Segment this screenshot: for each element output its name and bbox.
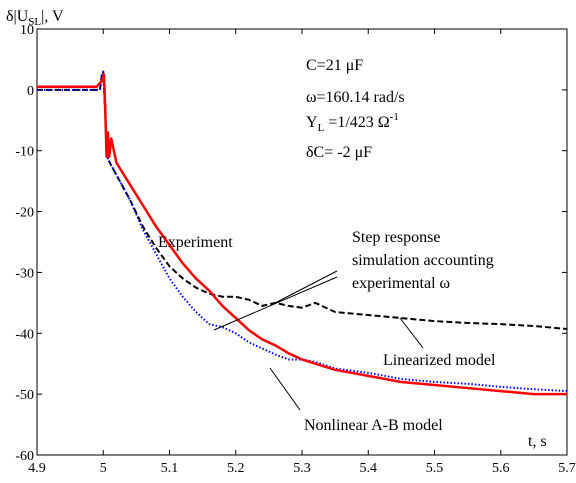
y-tick-label: -50 <box>15 388 34 403</box>
param-admittance: YL =1/423 Ω-1 <box>306 111 399 134</box>
annotation-nonlinear: Nonlinear A-B model <box>304 417 443 434</box>
x-tick-label: 5.4 <box>360 461 378 476</box>
annotation-step-line3: experimental ω <box>352 275 450 292</box>
series-layer <box>37 70 568 396</box>
leader-nonlinear <box>269 367 301 411</box>
x-axis-label: t, s <box>528 433 547 450</box>
x-tick-label: 5 <box>100 461 107 476</box>
annotation-step-line1: Step response <box>352 229 440 246</box>
tick-group: 4.9 5 5.1 5.2 5.3 5.4 5.5 5.6 5.7 10 0 -10 -20 -30 -40… <box>15 23 575 476</box>
annotation-linearized: Linearized model <box>383 352 496 369</box>
y-tick-label: -30 <box>15 266 34 281</box>
y-tick-label: 0 <box>27 84 34 99</box>
y-axis-label: δ|USL|, V <box>6 8 64 28</box>
param-capacitance: C=21 μF <box>306 57 363 74</box>
annotation-experiment: Experiment <box>158 234 233 251</box>
param-omega: ω=160.14 rad/s <box>306 89 405 106</box>
x-tick-label: 5.1 <box>161 461 179 476</box>
y-tick-label: -20 <box>15 206 34 221</box>
series-nonlinear-line <box>37 70 568 393</box>
param-delta-c: δC= -2 μF <box>306 144 372 161</box>
series-experiment-line <box>37 73 567 396</box>
y-tick-label: -40 <box>15 327 34 342</box>
y-tick-label: -10 <box>15 145 34 160</box>
x-tick-label: 5.5 <box>426 461 444 476</box>
y-tick-label: -60 <box>15 449 34 464</box>
annotation-step-line2: simulation accounting <box>352 252 494 269</box>
x-tick-label: 5.7 <box>558 461 576 476</box>
x-tick-label: 5.2 <box>227 461 245 476</box>
leader-step-upper <box>274 270 338 304</box>
x-tick-label: 4.9 <box>28 461 46 476</box>
x-tick-label: 5.3 <box>293 461 311 476</box>
leader-linearized <box>399 317 424 349</box>
x-tick-label: 5.6 <box>492 461 510 476</box>
leader-step-lower <box>213 276 338 331</box>
y-tick-label: 10 <box>20 23 34 38</box>
series-linearized-line <box>37 70 568 331</box>
